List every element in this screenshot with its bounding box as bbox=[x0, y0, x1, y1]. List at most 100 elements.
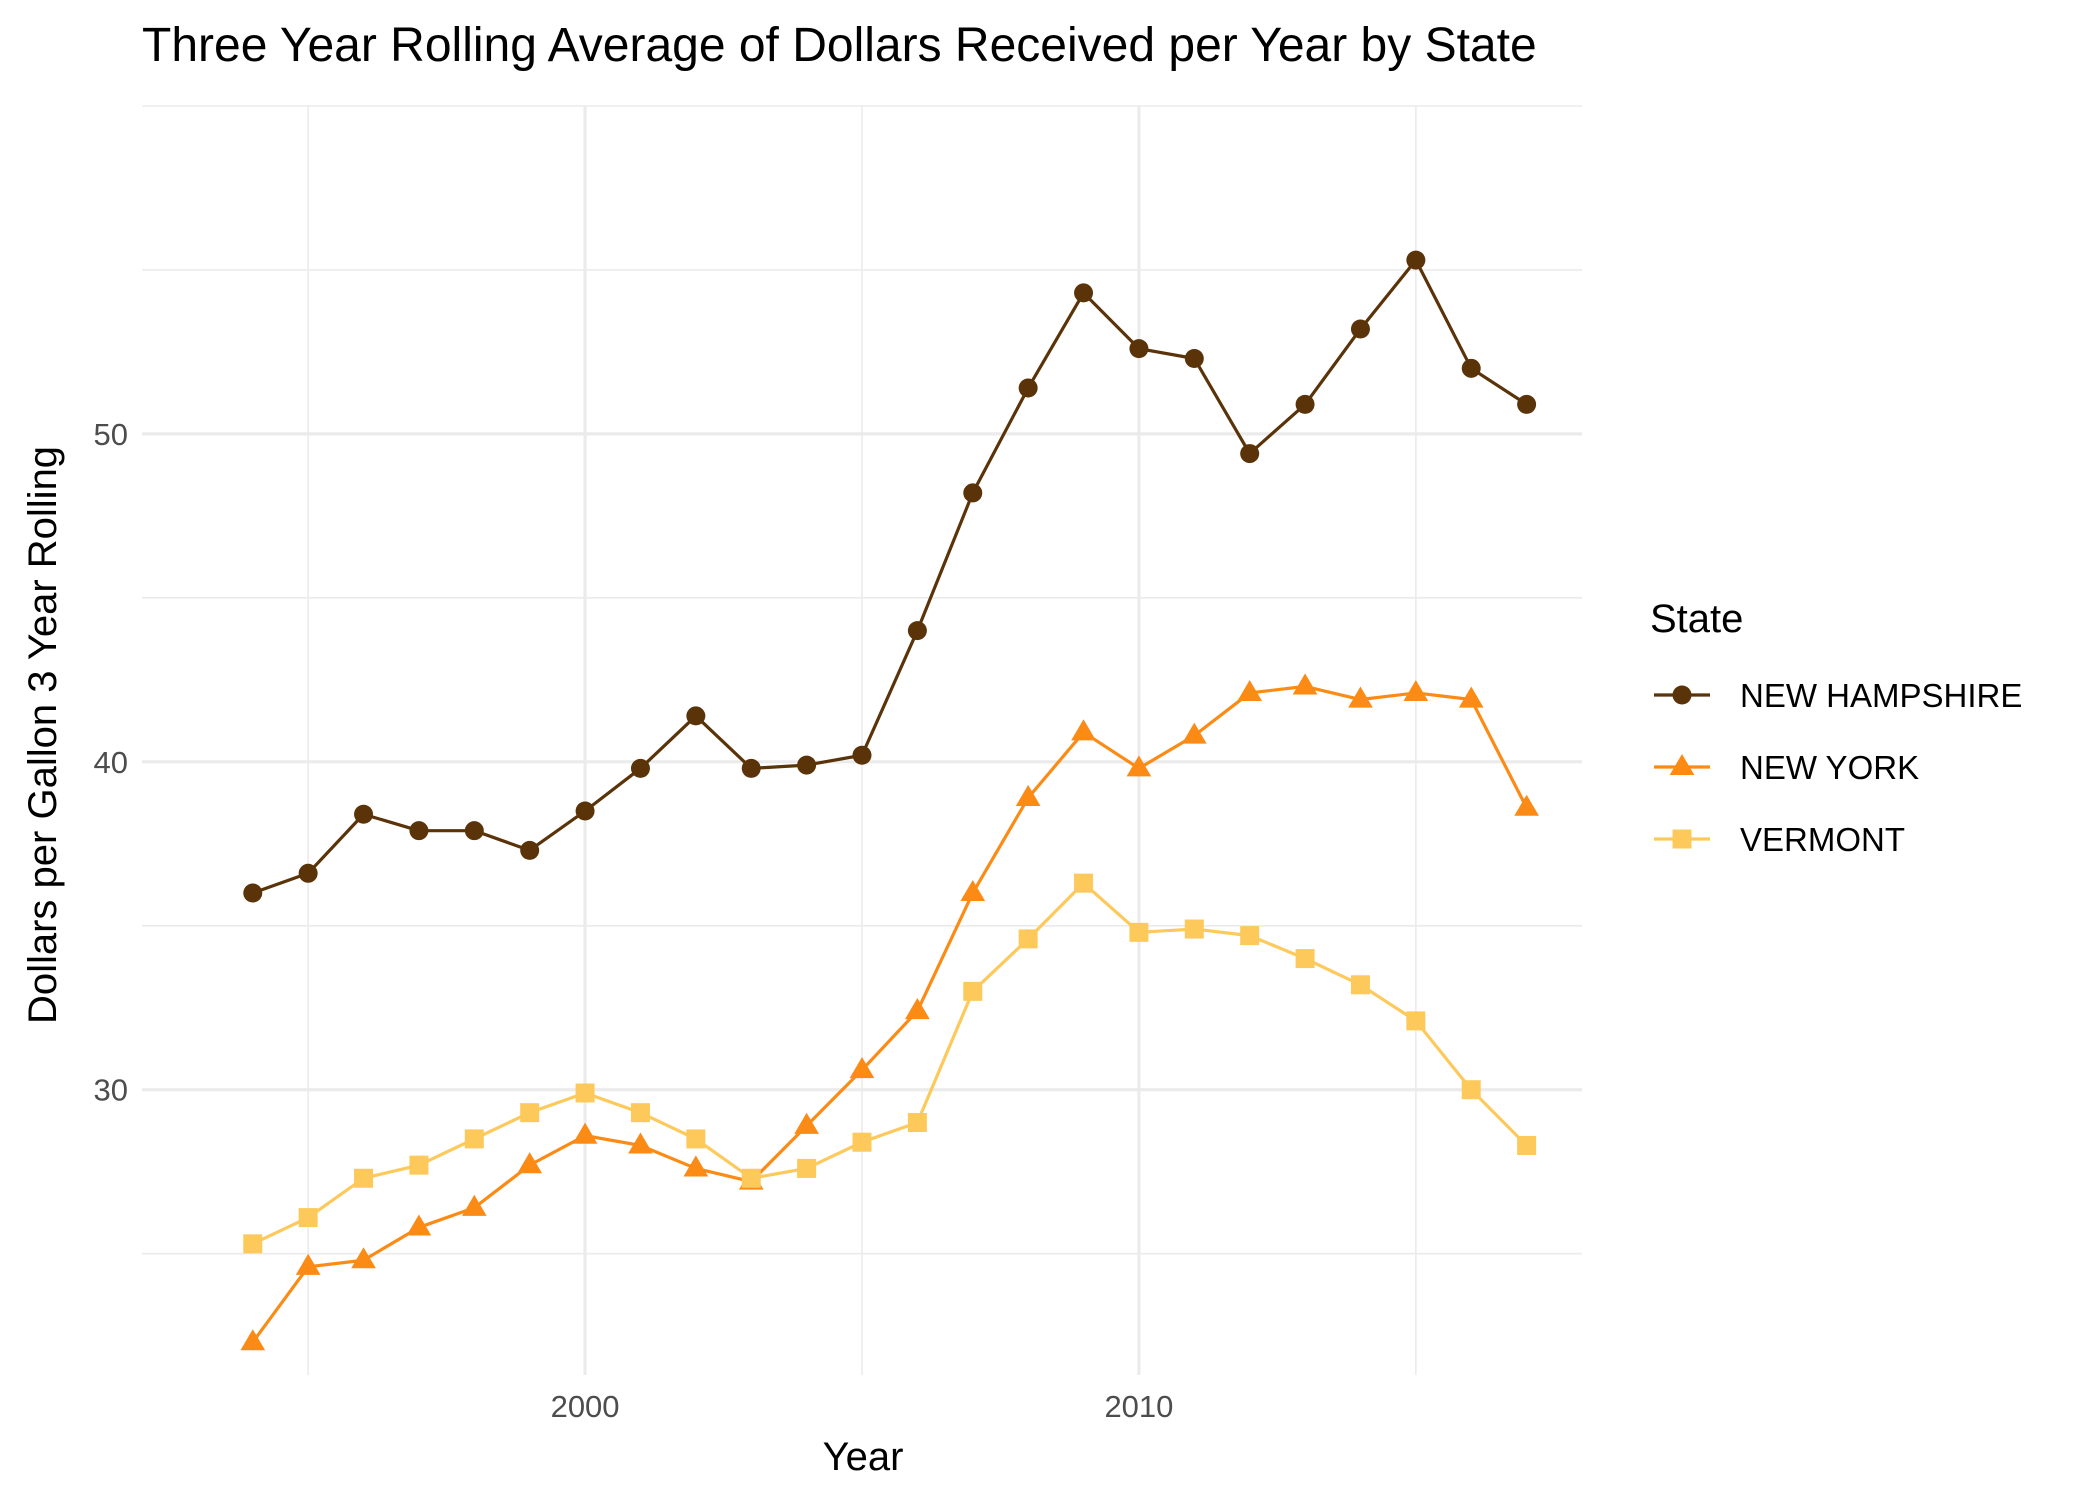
data-point bbox=[963, 981, 983, 1001]
data-point bbox=[905, 998, 930, 1020]
legend-label: VERMONT bbox=[1740, 821, 1905, 858]
data-point bbox=[1015, 784, 1041, 806]
data-point bbox=[1406, 1011, 1426, 1031]
data-point bbox=[1461, 358, 1481, 378]
series-group bbox=[240, 250, 1539, 1351]
x-axis-ticks: 2000 2010 bbox=[551, 1389, 1174, 1424]
data-point bbox=[1461, 1080, 1481, 1100]
data-point bbox=[1018, 378, 1038, 398]
data-point bbox=[686, 706, 706, 726]
data-point bbox=[1292, 673, 1318, 695]
legend-item: VERMONT bbox=[1654, 821, 1905, 858]
x-tick-label: 2010 bbox=[1104, 1389, 1173, 1424]
data-point bbox=[1406, 250, 1426, 270]
data-point bbox=[409, 1155, 429, 1175]
series-line bbox=[251, 684, 1529, 1344]
data-point bbox=[1240, 926, 1260, 946]
data-point bbox=[741, 758, 761, 778]
legend-title: State bbox=[1650, 597, 1743, 641]
legend-marker bbox=[1672, 685, 1692, 705]
data-point bbox=[1350, 975, 1370, 995]
x-tick-label: 2000 bbox=[551, 1389, 620, 1424]
data-point bbox=[1237, 679, 1263, 702]
data-point bbox=[1458, 686, 1484, 708]
y-tick-label: 30 bbox=[94, 1073, 128, 1108]
data-point bbox=[295, 1253, 321, 1275]
legend-label: NEW YORK bbox=[1740, 749, 1919, 786]
data-point bbox=[1071, 719, 1096, 741]
data-point bbox=[1074, 873, 1094, 893]
data-point bbox=[1517, 394, 1537, 414]
data-point bbox=[240, 1329, 266, 1351]
data-point bbox=[520, 1103, 540, 1123]
data-point bbox=[852, 745, 872, 765]
data-point bbox=[351, 1247, 376, 1269]
data-point bbox=[1403, 679, 1429, 702]
data-point bbox=[1126, 755, 1152, 777]
data-point bbox=[409, 821, 429, 841]
data-point bbox=[1129, 339, 1149, 359]
data-point bbox=[628, 1132, 653, 1154]
data-point bbox=[354, 804, 374, 824]
legend: State NEW HAMPSHIRE NEW YORK VERMONT bbox=[1650, 597, 2022, 858]
x-axis-title: Year bbox=[823, 1435, 904, 1479]
data-point bbox=[907, 1113, 927, 1133]
y-tick-label: 40 bbox=[94, 745, 128, 780]
data-point bbox=[1074, 283, 1094, 303]
data-point bbox=[794, 1112, 819, 1134]
data-point bbox=[464, 821, 484, 841]
series-line bbox=[252, 258, 1528, 895]
data-point bbox=[1018, 929, 1038, 949]
data-point bbox=[575, 1083, 595, 1103]
chart-title: Three Year Rolling Average of Dollars Re… bbox=[142, 19, 1537, 72]
data-point bbox=[243, 1234, 263, 1254]
legend-marker bbox=[1669, 754, 1695, 776]
data-point bbox=[572, 1122, 598, 1144]
data-point bbox=[354, 1168, 374, 1188]
legend-marker bbox=[1672, 829, 1692, 849]
series-0 bbox=[243, 250, 1537, 903]
data-point bbox=[907, 621, 927, 641]
data-point bbox=[298, 1208, 318, 1228]
series-1 bbox=[240, 673, 1539, 1351]
data-point bbox=[797, 755, 817, 775]
data-point bbox=[520, 840, 540, 860]
data-point bbox=[849, 1057, 875, 1079]
data-point bbox=[1184, 348, 1204, 368]
data-point bbox=[683, 1155, 709, 1177]
y-tick-label: 50 bbox=[94, 417, 128, 452]
data-point bbox=[406, 1214, 432, 1236]
data-point bbox=[1184, 919, 1204, 939]
grid bbox=[142, 105, 1582, 1375]
data-point bbox=[1295, 949, 1315, 969]
data-point bbox=[461, 1194, 487, 1216]
data-point bbox=[517, 1152, 543, 1174]
data-point bbox=[963, 483, 983, 503]
data-point bbox=[1350, 319, 1370, 339]
data-point bbox=[741, 1168, 761, 1188]
data-point bbox=[1295, 394, 1315, 414]
data-point bbox=[1514, 794, 1539, 816]
data-point bbox=[1181, 722, 1207, 744]
series-2 bbox=[243, 873, 1537, 1254]
data-point bbox=[686, 1129, 706, 1149]
data-point bbox=[630, 1103, 650, 1123]
data-point bbox=[797, 1158, 817, 1178]
legend-label: NEW HAMPSHIRE bbox=[1740, 677, 2022, 714]
data-point bbox=[1240, 444, 1260, 464]
data-point bbox=[298, 863, 318, 883]
data-point bbox=[575, 801, 595, 821]
data-point bbox=[243, 883, 263, 903]
legend-item: NEW YORK bbox=[1654, 749, 1919, 786]
data-point bbox=[1129, 922, 1149, 942]
data-point bbox=[960, 879, 986, 902]
data-point bbox=[1348, 686, 1373, 708]
series-line bbox=[252, 881, 1528, 1246]
legend-item: NEW HAMPSHIRE bbox=[1654, 677, 2022, 714]
y-axis-title: Dollars per Gallon 3 Year Rolling bbox=[21, 446, 65, 1024]
data-point bbox=[852, 1132, 872, 1152]
data-point bbox=[1517, 1135, 1537, 1155]
y-axis-ticks: 30 40 50 bbox=[94, 417, 128, 1108]
data-point bbox=[464, 1129, 484, 1149]
